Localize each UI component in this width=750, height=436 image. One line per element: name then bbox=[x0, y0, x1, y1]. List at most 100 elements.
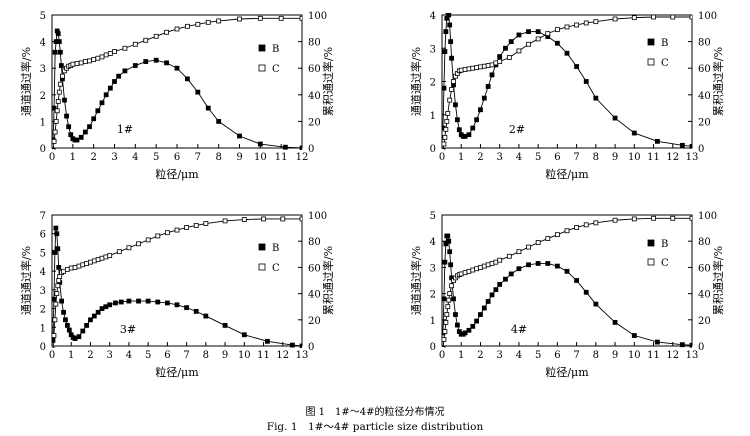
data-point-B bbox=[82, 129, 88, 135]
data-point-B bbox=[474, 318, 480, 324]
data-point-C bbox=[474, 266, 480, 272]
data-point-C bbox=[506, 253, 512, 259]
x-tick-label: 3 bbox=[107, 350, 113, 361]
data-point-C bbox=[74, 61, 80, 66]
data-point-C bbox=[143, 37, 149, 43]
x-tick-label: 2 bbox=[90, 152, 96, 163]
data-point-B bbox=[446, 238, 452, 244]
x-axis-label: 粒径/μm bbox=[155, 167, 199, 181]
data-point-B bbox=[289, 342, 295, 348]
data-point-B bbox=[52, 49, 58, 55]
data-point-C bbox=[535, 36, 541, 42]
data-point-B bbox=[185, 76, 190, 82]
x-tick-label: 11 bbox=[647, 152, 660, 163]
data-point-B bbox=[474, 117, 480, 123]
x-axis-label: 粒径/μm bbox=[155, 365, 199, 379]
data-point-B bbox=[52, 250, 58, 255]
data-point-C bbox=[53, 119, 59, 124]
data-point-B bbox=[454, 117, 460, 123]
data-point-C bbox=[444, 119, 450, 124]
x-tick-label: 6 bbox=[554, 152, 560, 163]
data-point-C bbox=[174, 227, 180, 233]
data-point-B bbox=[57, 49, 63, 55]
data-point-B bbox=[174, 65, 180, 71]
data-point-B bbox=[62, 97, 67, 103]
data-point-C bbox=[95, 55, 101, 61]
sample-label: 4# bbox=[511, 323, 527, 336]
sample-label: 3# bbox=[120, 323, 136, 336]
data-point-B bbox=[216, 119, 222, 124]
legend-label-B: B bbox=[661, 38, 668, 49]
x-tick-label: 11 bbox=[257, 350, 270, 361]
series-line-C bbox=[442, 16, 692, 150]
y-left-tick-label: 0 bbox=[430, 342, 436, 353]
data-point-B bbox=[564, 268, 570, 274]
data-point-C bbox=[545, 31, 551, 37]
data-point-C bbox=[651, 14, 656, 20]
data-point-B bbox=[63, 317, 68, 323]
data-point-C bbox=[466, 268, 472, 274]
data-point-C bbox=[670, 215, 676, 221]
data-point-C bbox=[53, 301, 59, 307]
data-point-C bbox=[185, 23, 190, 29]
x-tick-label: 11 bbox=[647, 350, 660, 361]
x-axis-label: 粒径/μm bbox=[545, 167, 589, 181]
data-point-C bbox=[554, 27, 560, 33]
data-point-C bbox=[52, 138, 57, 144]
x-tick-label: 10 bbox=[254, 152, 267, 163]
data-point-B bbox=[153, 57, 159, 63]
data-point-C bbox=[116, 249, 122, 255]
data-point-B bbox=[564, 50, 570, 56]
y-left-tick-label: 1 bbox=[40, 117, 46, 128]
data-point-B bbox=[264, 338, 270, 344]
data-point-B bbox=[453, 102, 458, 108]
data-point-C bbox=[526, 41, 531, 47]
y-right-tick-label: 80 bbox=[698, 237, 711, 248]
data-point-B bbox=[59, 298, 65, 304]
data-point-C bbox=[299, 15, 302, 21]
x-tick-label: 8 bbox=[215, 152, 221, 163]
y-right-tick-label: 60 bbox=[308, 263, 321, 274]
x-tick-label: 13 bbox=[686, 350, 699, 361]
x-tick-label: 3 bbox=[497, 350, 503, 361]
data-point-C bbox=[164, 29, 169, 35]
data-point-C bbox=[545, 236, 551, 241]
data-point-C bbox=[52, 317, 58, 323]
sample-label: 1# bbox=[117, 123, 133, 136]
x-tick-label: 8 bbox=[593, 350, 599, 361]
data-point-C bbox=[443, 320, 449, 325]
data-point-B bbox=[205, 105, 211, 111]
legend-label-B: B bbox=[272, 243, 279, 254]
data-point-B bbox=[52, 296, 57, 302]
data-point-B bbox=[497, 282, 503, 287]
data-point-B bbox=[448, 39, 454, 44]
data-point-B bbox=[282, 144, 288, 150]
data-point-C bbox=[462, 67, 468, 72]
data-point-C bbox=[132, 41, 138, 47]
data-point-C bbox=[493, 60, 499, 66]
data-point-B bbox=[516, 266, 522, 272]
data-point-C bbox=[564, 228, 570, 234]
data-point-B bbox=[195, 89, 201, 95]
data-point-B bbox=[485, 84, 491, 89]
y-right-tick-label: 80 bbox=[698, 38, 711, 49]
data-point-B bbox=[58, 63, 64, 68]
data-point-B bbox=[493, 287, 499, 293]
series-line-B bbox=[442, 13, 692, 147]
data-point-B bbox=[485, 299, 491, 304]
data-point-B bbox=[470, 125, 476, 131]
data-point-B bbox=[72, 336, 78, 341]
chart-panel-3: 0 1 2 3 4 5 6 7 8 9 10 11 12 1301234567020406080100通道… bbox=[19, 211, 335, 379]
data-point-B bbox=[470, 323, 476, 329]
data-point-B bbox=[535, 261, 541, 266]
data-point-B bbox=[155, 299, 161, 305]
x-tick-label: 4 bbox=[126, 350, 132, 361]
data-point-C bbox=[458, 67, 464, 73]
data-point-C bbox=[241, 217, 247, 222]
y-right-tick-label: 100 bbox=[698, 11, 717, 22]
data-point-B bbox=[679, 142, 685, 148]
x-tick-label: 5 bbox=[535, 152, 541, 163]
x-tick-label: 10 bbox=[628, 350, 641, 361]
legend-label-B: B bbox=[272, 44, 279, 55]
y-right-axis-label: 累积通过率/% bbox=[711, 47, 725, 116]
